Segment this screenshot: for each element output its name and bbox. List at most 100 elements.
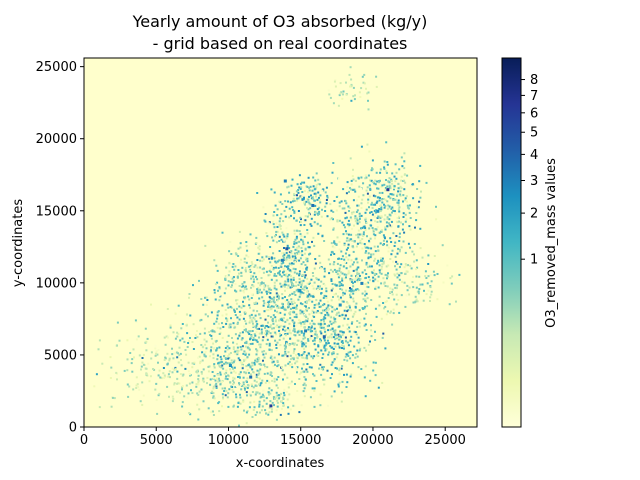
heatmap-cell [306, 290, 309, 293]
heatmap-cell [405, 195, 408, 198]
heatmap-hotspot [280, 258, 284, 262]
heatmap-cell [362, 231, 365, 234]
heatmap-cell [255, 385, 258, 387]
heatmap-cell [261, 379, 264, 382]
heatmap-cell [389, 185, 392, 188]
heatmap-cell [232, 279, 235, 282]
heatmap-cell [385, 171, 388, 174]
heatmap-cell [227, 392, 230, 395]
heatmap-cell [403, 167, 406, 170]
heatmap-cell [276, 324, 279, 327]
heatmap-cell [345, 232, 348, 235]
heatmap-cell [380, 317, 383, 320]
heatmap-cell [262, 267, 265, 270]
heatmap-cell [255, 320, 258, 323]
heatmap-cell [228, 347, 231, 350]
heatmap-cell [218, 379, 221, 382]
heatmap-cell [241, 266, 244, 269]
heatmap-cell [380, 268, 383, 271]
heatmap-cell [222, 326, 225, 328]
heatmap-cell [376, 245, 379, 248]
heatmap-cell [244, 296, 247, 299]
heatmap-cell [335, 196, 338, 198]
heatmap-cell [315, 311, 318, 314]
heatmap-cell [334, 367, 337, 369]
heatmap-cell [354, 190, 357, 193]
heatmap-cell [259, 284, 262, 287]
heatmap-cell [327, 336, 329, 339]
heatmap-cell [275, 288, 278, 291]
heatmap-cell [368, 195, 371, 198]
heatmap-cell [350, 238, 353, 241]
heatmap-cell [358, 219, 360, 222]
heatmap-cell [320, 373, 323, 376]
heatmap-cell [275, 395, 278, 398]
heatmap-cell [330, 333, 333, 336]
heatmap-cell [217, 310, 220, 313]
heatmap-cell [162, 367, 165, 369]
heatmap-cell [131, 358, 134, 361]
heatmap-cell [247, 347, 250, 350]
heatmap-cell [387, 297, 390, 299]
heatmap-cell [363, 243, 366, 245]
heatmap-cell [235, 385, 238, 388]
heatmap-cell [282, 240, 284, 243]
heatmap-cell [295, 219, 298, 222]
heatmap-cell [250, 334, 253, 336]
heatmap-cell [265, 343, 268, 346]
heatmap-cell [347, 219, 350, 222]
heatmap-cell [292, 352, 295, 355]
heatmap-cell [322, 304, 324, 307]
heatmap-cell [379, 179, 381, 182]
heatmap-cell [338, 336, 340, 338]
heatmap-cell [317, 285, 320, 288]
heatmap-cell [421, 256, 424, 259]
heatmap-cell [263, 372, 266, 375]
heatmap-cell [419, 164, 422, 167]
heatmap-cell [229, 368, 232, 371]
heatmap-cell [385, 141, 388, 144]
heatmap-cell [210, 392, 213, 394]
heatmap-cell [241, 363, 244, 366]
heatmap-cell [283, 247, 285, 249]
heatmap-cell [252, 322, 254, 325]
heatmap-cell [285, 205, 288, 208]
heatmap-cell [200, 344, 203, 346]
heatmap-cell [245, 422, 248, 425]
heatmap-cell [268, 387, 271, 390]
heatmap-cell [288, 322, 291, 325]
heatmap-cell [261, 296, 264, 299]
heatmap-cell [364, 174, 367, 177]
heatmap-cell [336, 307, 338, 310]
heatmap-cell [228, 326, 231, 329]
heatmap-cell [334, 331, 337, 334]
heatmap-cell [294, 294, 297, 296]
heatmap-cell [293, 217, 295, 220]
heatmap-cell [237, 269, 240, 271]
heatmap-cell [188, 373, 191, 375]
heatmap-cell [302, 337, 305, 340]
heatmap-cell [268, 273, 271, 276]
heatmap-cell [308, 366, 311, 369]
heatmap-hotspot [311, 204, 315, 207]
heatmap-cell [304, 203, 306, 206]
heatmap-cell [301, 274, 304, 276]
heatmap-cell [197, 418, 200, 421]
heatmap-hotspot [304, 329, 308, 333]
heatmap-cell [373, 215, 376, 218]
heatmap-cell [388, 177, 391, 180]
heatmap-cell [270, 349, 273, 352]
heatmap-cell [346, 310, 349, 313]
heatmap-cell [354, 220, 357, 222]
heatmap-cell [262, 390, 265, 393]
heatmap-cell [211, 390, 214, 393]
heatmap-cell [290, 270, 293, 273]
heatmap-cell [342, 324, 345, 327]
heatmap-cell [356, 233, 359, 236]
heatmap-cell [365, 87, 367, 90]
heatmap-cell [313, 192, 316, 195]
heatmap-cell [155, 350, 158, 353]
heatmap-cell [316, 208, 319, 211]
heatmap-cell [258, 403, 261, 406]
heatmap-cell [397, 199, 400, 202]
